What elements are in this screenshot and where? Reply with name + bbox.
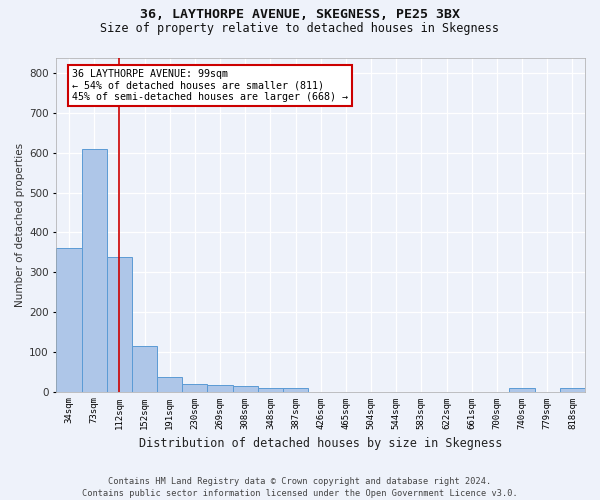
Bar	[157, 377, 182, 392]
X-axis label: Distribution of detached houses by size in Skegness: Distribution of detached houses by size …	[139, 437, 502, 450]
Bar	[258, 388, 283, 392]
Bar	[283, 388, 308, 392]
Bar	[107, 257, 132, 392]
Bar	[233, 386, 258, 392]
Bar	[82, 148, 107, 392]
Bar	[560, 388, 585, 392]
Y-axis label: Number of detached properties: Number of detached properties	[15, 142, 25, 306]
Text: 36 LAYTHORPE AVENUE: 99sqm
← 54% of detached houses are smaller (811)
45% of sem: 36 LAYTHORPE AVENUE: 99sqm ← 54% of deta…	[72, 69, 348, 102]
Bar	[132, 346, 157, 392]
Bar	[509, 388, 535, 392]
Text: Size of property relative to detached houses in Skegness: Size of property relative to detached ho…	[101, 22, 499, 35]
Text: 36, LAYTHORPE AVENUE, SKEGNESS, PE25 3BX: 36, LAYTHORPE AVENUE, SKEGNESS, PE25 3BX	[140, 8, 460, 20]
Bar	[56, 248, 82, 392]
Bar	[182, 384, 208, 392]
Bar	[208, 385, 233, 392]
Text: Contains HM Land Registry data © Crown copyright and database right 2024.
Contai: Contains HM Land Registry data © Crown c…	[82, 476, 518, 498]
